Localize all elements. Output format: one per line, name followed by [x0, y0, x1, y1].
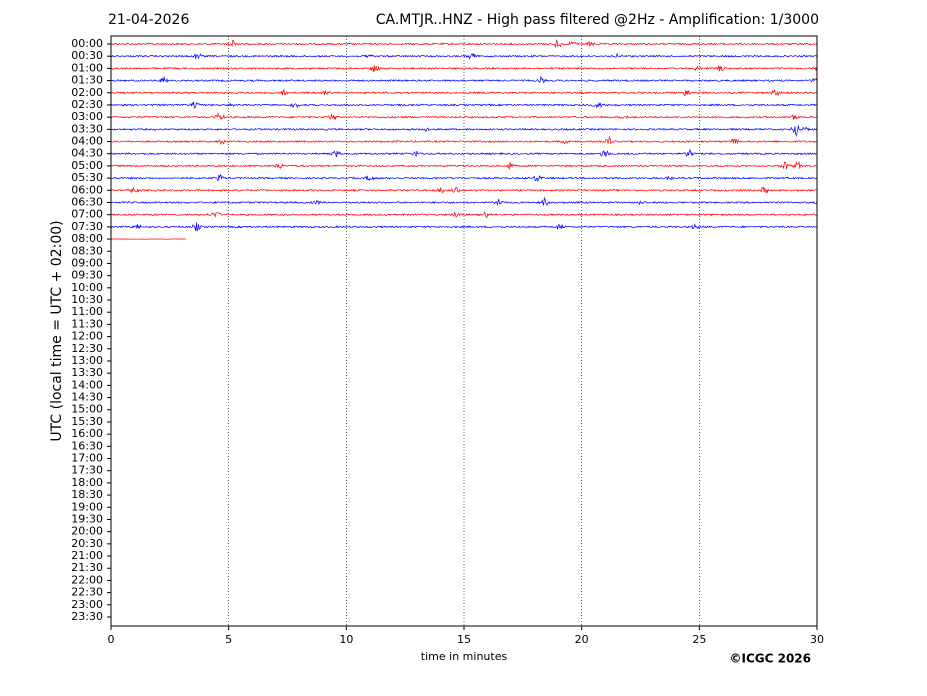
- trace: [110, 52, 817, 60]
- y-tick-label: 07:30: [71, 220, 103, 233]
- x-tick-label: 30: [810, 633, 824, 646]
- trace: [111, 161, 817, 171]
- y-tick-label: 16:30: [71, 439, 103, 452]
- trace: [110, 101, 817, 109]
- trace: [111, 148, 817, 158]
- y-tick-label: 18:30: [71, 488, 103, 501]
- y-tick-label: 04:30: [71, 147, 103, 160]
- date: 21-04-2026: [108, 12, 189, 28]
- trace: [110, 135, 817, 146]
- y-tick-label: 17:30: [71, 464, 103, 477]
- y-tick-label: 00:30: [71, 49, 103, 62]
- x-tick-label: 10: [339, 633, 353, 646]
- y-tick-label: 00:00: [71, 37, 103, 50]
- y-tick-label: 03:30: [71, 122, 103, 135]
- y-tick-label: 19:00: [71, 500, 103, 513]
- y-tick-label: 14:30: [71, 391, 103, 404]
- y-tick-label: 21:30: [71, 561, 103, 574]
- trace: [110, 39, 817, 48]
- y-tick-label: 11:00: [71, 305, 103, 318]
- chart-title: CA.MTJR..HNZ - High pass filtered @2Hz -…: [376, 12, 819, 28]
- y-tick-label: 17:00: [71, 452, 103, 465]
- y-tick-label: 15:30: [71, 415, 103, 428]
- trace: [110, 222, 817, 233]
- y-tick-label: 09:00: [71, 256, 103, 269]
- y-tick-label: 08:30: [71, 244, 103, 257]
- trace: [110, 112, 817, 121]
- trace: [110, 65, 817, 73]
- y-tick-label: 07:00: [71, 208, 103, 221]
- y-tick-label: 06:00: [71, 183, 103, 196]
- x-tick-label: 25: [692, 633, 706, 646]
- y-tick-label: 22:30: [71, 586, 103, 599]
- trace: [110, 173, 817, 183]
- trace: [111, 88, 817, 97]
- x-tick-label: 20: [575, 633, 589, 646]
- x-tick-label: 0: [108, 633, 115, 646]
- y-tick-label: 05:00: [71, 159, 103, 172]
- y-tick-label: 10:30: [71, 293, 103, 306]
- y-tick-label: 09:30: [71, 269, 103, 282]
- y-tick-label: 16:00: [71, 427, 103, 440]
- trace: [110, 196, 817, 206]
- y-tick-label: 04:00: [71, 135, 103, 148]
- y-tick-label: 02:00: [71, 86, 103, 99]
- trace: [110, 125, 817, 137]
- y-tick-label: 18:00: [71, 476, 103, 489]
- y-tick-label: 13:30: [71, 366, 103, 379]
- y-tick-label: 02:30: [71, 98, 103, 111]
- x-tick-label: 15: [457, 633, 471, 646]
- plot-frame: [110, 35, 818, 627]
- y-tick-label: 23:30: [71, 610, 103, 623]
- y-tick-label: 14:00: [71, 378, 103, 391]
- trace: [110, 75, 817, 83]
- y-axis-label: UTC (local time = UTC + 02:00): [49, 220, 65, 441]
- trace: [110, 211, 817, 219]
- y-tick-label: 22:00: [71, 573, 103, 586]
- y-tick-label: 15:00: [71, 403, 103, 416]
- y-tick-label: 20:00: [71, 525, 103, 538]
- y-tick-label: 05:30: [71, 171, 103, 184]
- copyright: ©ICGC 2026: [729, 652, 811, 666]
- y-tick-label: 10:00: [71, 281, 103, 294]
- y-tick-label: 19:30: [71, 512, 103, 525]
- y-tick-label: 12:00: [71, 330, 103, 343]
- trace: [110, 186, 817, 194]
- y-tick-label: 08:00: [71, 232, 103, 245]
- y-tick-label: 13:00: [71, 354, 103, 367]
- y-tick-label: 01:30: [71, 74, 103, 87]
- y-tick-label: 23:00: [71, 598, 103, 611]
- y-tick-label: 11:30: [71, 317, 103, 330]
- y-tick-label: 03:00: [71, 110, 103, 123]
- y-tick-label: 20:30: [71, 537, 103, 550]
- x-axis-label: time in minutes: [421, 650, 508, 663]
- y-tick-label: 21:00: [71, 549, 103, 562]
- y-tick-label: 01:00: [71, 61, 103, 74]
- y-tick-label: 06:30: [71, 195, 103, 208]
- y-tick-label: 12:30: [71, 342, 103, 355]
- x-tick-label: 5: [225, 633, 232, 646]
